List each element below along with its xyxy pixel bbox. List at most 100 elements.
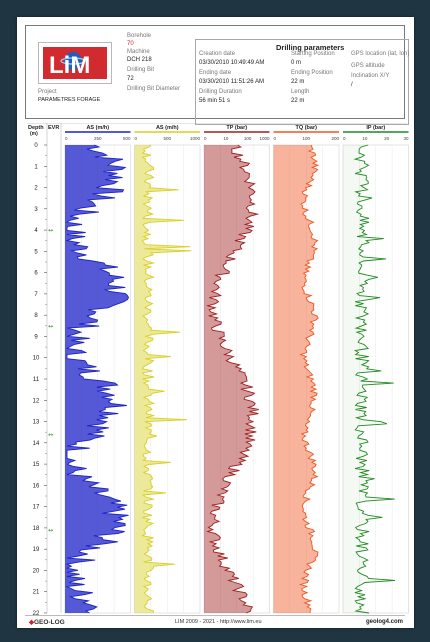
depth-tick-label: 18 [33, 526, 40, 532]
depth-tick-label: 14 [33, 441, 40, 447]
ending-position-value: 22 m [291, 79, 305, 85]
depth-tick-label: 10 [33, 356, 40, 362]
drilling-parameters-box: Drilling parameters Creation date 03/30/… [195, 39, 409, 125]
drilling-bit-value: 72 [127, 76, 134, 82]
evr-marker: ↔ [48, 431, 53, 438]
machine-label: Machine [127, 49, 150, 55]
track-curve [65, 144, 129, 614]
creation-date-label: Creation date [199, 51, 236, 57]
depth-tick-label: 6 [34, 271, 38, 277]
depth-tick-label: 3 [34, 207, 38, 213]
track-fill [65, 145, 129, 613]
geolog-logo: ◆GEO-LOG [29, 619, 65, 626]
track-scale-label: 1000 [259, 136, 270, 141]
track-5: IP (bar) 0 10 20 30 [342, 125, 409, 614]
drilling-duration-value: 56 min 51 s [199, 98, 231, 104]
depth-tick-label: 22 [33, 611, 40, 615]
track-scale-label: 0 [204, 136, 207, 141]
track-scale-label: 1000 [190, 136, 201, 141]
track-scale-label: 0 [343, 136, 346, 141]
footer-left-text: GEO-LOG [34, 619, 65, 626]
track-scale-label: 0 [274, 136, 277, 141]
report-header: LiM Project PARAMETRES FORAGE Borehole 7… [25, 25, 409, 125]
depth-tick-label: 7 [34, 292, 38, 298]
track-fill [343, 145, 395, 613]
track-scale-label: 500 [163, 136, 171, 141]
drilling-duration-label: Drilling Duration [199, 89, 242, 95]
inclination-value: / [351, 82, 353, 88]
depth-tick-label: 1 [34, 164, 38, 170]
depth-tick-label: 12 [33, 398, 40, 404]
ending-position-label: Ending Position [291, 70, 333, 76]
track-curve [205, 144, 260, 614]
track-curve [353, 144, 396, 614]
starting-position-label: Starting Position [291, 51, 335, 57]
track-scale-label: 100 [244, 136, 252, 141]
logo-text: LiM [49, 52, 90, 79]
depth-tick-label: 13 [33, 420, 40, 426]
depth-tick-label: 5 [34, 249, 38, 255]
track-fill [204, 145, 259, 613]
ending-date-value: 03/30/2010 11:51:26 AM [199, 79, 264, 85]
depth-tick-label: 8 [34, 313, 38, 319]
depth-tick-label: 4 [34, 228, 38, 234]
lim-logo: LiM [38, 42, 112, 84]
machine-value: DCH 218 [127, 57, 152, 63]
track-title: AS (m/h) [156, 125, 179, 131]
evr-marker: ↔ [48, 227, 53, 234]
depth-tick-label: 9 [34, 334, 38, 340]
project-label: Project [38, 89, 57, 95]
track-3: TP (bar) 0 10 100 1000 [203, 125, 270, 614]
track-title: AS (m/h) [86, 125, 109, 131]
track-scale-label: 200 [331, 136, 339, 141]
track-scale-label: 250 [94, 136, 102, 141]
footer: ◆GEO-LOG LIM 2009 - 2021 - http://www.li… [25, 615, 405, 628]
track-title: TP (bar) [226, 125, 247, 131]
track-scale-label: 20 [384, 136, 390, 141]
ending-date-label: Ending date [199, 70, 232, 76]
depth-tick-label: 2 [34, 186, 38, 192]
track-title: TQ (bar) [296, 125, 318, 131]
footer-copyright: LIM 2009 - 2021 - http://www.lim.eu [175, 619, 262, 625]
evr-marker: ↔ [48, 323, 53, 330]
drilling-bit-diameter-label: Drilling Bit Diameter [127, 86, 181, 92]
track-2: AS (m/h) 0 500 1000 [134, 125, 201, 614]
depth-tick-label: 11 [33, 377, 40, 383]
track-scale-label: 30 [403, 136, 409, 141]
track-scale-label: 500 [123, 136, 131, 141]
depth-tick-label: 20 [33, 568, 40, 574]
depth-tick-label: 16 [33, 483, 40, 489]
length-value: 22 m [291, 98, 305, 104]
gps-altitude-label: GPS altitude [351, 63, 385, 69]
track-scale-label: 10 [362, 136, 368, 141]
creation-date-value: 03/30/2010 10:49:49 AM [199, 60, 265, 66]
track-1: AS (m/h) 0 250 500 [64, 125, 131, 614]
lim-logo-graphic: LiM [43, 47, 107, 79]
params-title: Drilling parameters [276, 43, 345, 52]
depth-tick-label: 0 [34, 143, 38, 149]
footer-site: geolog4.com [365, 619, 403, 625]
evr-header: EVR [48, 125, 59, 131]
borehole-value: 70 [127, 41, 134, 47]
depth-tick-label: 17 [33, 505, 40, 511]
track-4: TQ (bar) 0 100 200 [273, 125, 339, 614]
track-curve [141, 144, 192, 614]
borehole-label: Borehole [127, 33, 152, 39]
evr-marker: ↔ [48, 527, 53, 534]
track-scale-label: 10 [223, 136, 229, 141]
depth-tick-label: 15 [33, 462, 40, 468]
drilling-bit-label: Drilling Bit [127, 67, 155, 73]
track-scale-label: 100 [302, 136, 310, 141]
track-scale-label: 0 [135, 136, 138, 141]
project-value: PARAMETRES FORAGE [38, 97, 101, 103]
depth-tick-label: 21 [33, 590, 40, 596]
track-scale-label: 0 [65, 136, 68, 141]
depth-header: Depth [28, 125, 44, 131]
inclination-label: Inclination X/Y [351, 73, 390, 79]
drilling-log: Depth(m)EVR01234567891011121314151617181… [27, 123, 409, 615]
track-fill [273, 145, 319, 613]
gps-location-label: GPS location (lat, lon) [351, 51, 410, 57]
starting-position-value: 0 m [291, 60, 302, 66]
depth-unit: (m) [30, 131, 38, 137]
length-label: Length [291, 89, 310, 95]
